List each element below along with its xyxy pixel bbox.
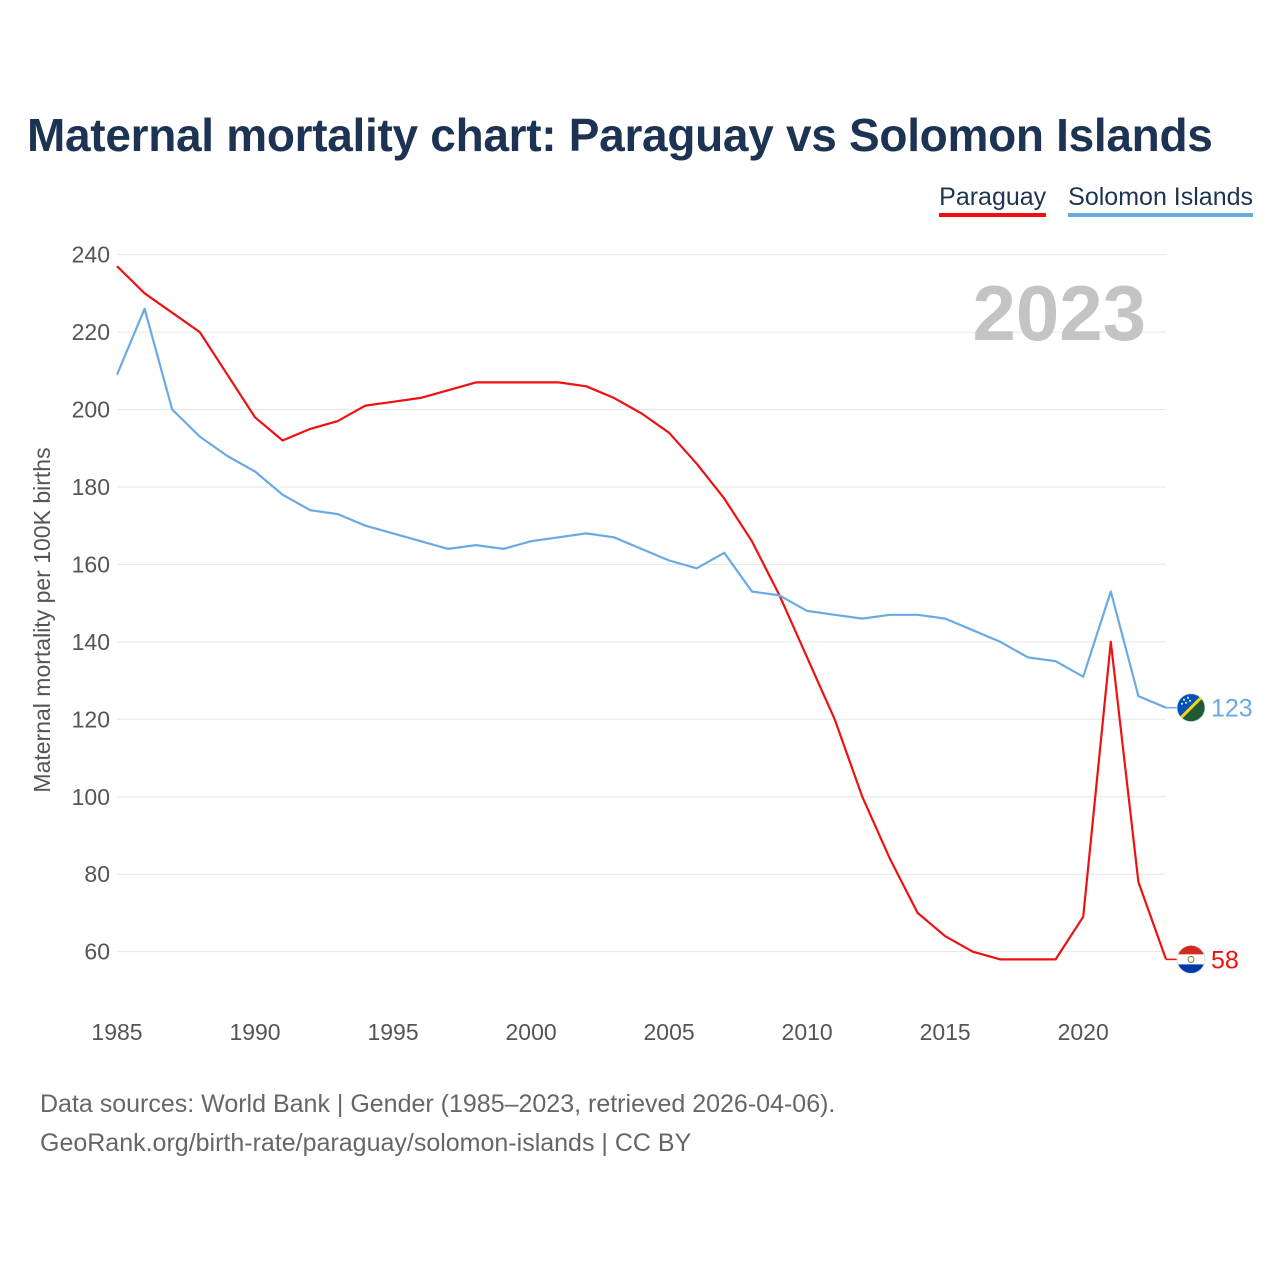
- year-label: 2023: [972, 269, 1146, 357]
- paraguay-flag-icon: [1176, 945, 1206, 974]
- y-tick-label: 220: [72, 319, 110, 345]
- y-axis-ticks: 60 80 100 120 140 160 180 200 220 240: [72, 242, 110, 965]
- source-note: Data sources: World Bank | Gender (1985–…: [40, 1085, 835, 1163]
- end-value-label: 58: [1211, 946, 1239, 974]
- x-tick-label: 2005: [644, 1019, 695, 1045]
- y-tick-label: 80: [84, 861, 110, 887]
- y-axis-label: Maternal mortality per 100K births: [29, 447, 55, 792]
- chart-title: Maternal mortality chart: Paraguay vs So…: [27, 109, 1213, 161]
- source-line-1: Data sources: World Bank | Gender (1985–…: [40, 1090, 836, 1118]
- y-tick-label: 60: [84, 939, 110, 965]
- series-lines: [115, 265, 1168, 961]
- y-tick-label: 100: [72, 784, 110, 810]
- source-line-2[interactable]: GeoRank.org/birth-rate/paraguay/solomon-…: [40, 1129, 692, 1157]
- legend-item-paraguay[interactable]: Paraguay: [939, 183, 1047, 217]
- y-tick-label: 240: [72, 242, 110, 268]
- x-tick-label: 2020: [1058, 1019, 1109, 1045]
- series-line-solomon-islands[interactable]: [115, 307, 1167, 709]
- x-tick-label: 1990: [229, 1019, 280, 1045]
- legend-item-solomon-islands[interactable]: Solomon Islands: [1068, 183, 1253, 217]
- x-axis-ticks: 1985 1990 1995 2000 2005 2010 2015 2020: [91, 1019, 1108, 1045]
- series-line-paraguay[interactable]: [116, 265, 1168, 961]
- x-tick-label: 1985: [91, 1019, 142, 1045]
- solomon-islands-flag-icon: [1176, 693, 1206, 723]
- y-tick-label: 180: [72, 474, 110, 500]
- y-tick-label: 200: [72, 397, 110, 423]
- x-tick-label: 2000: [505, 1019, 556, 1045]
- y-tick-label: 140: [72, 629, 110, 655]
- end-value-label: 123: [1211, 695, 1253, 723]
- gridlines: [117, 254, 1166, 953]
- x-tick-label: 2015: [920, 1019, 971, 1045]
- y-tick-label: 160: [72, 551, 110, 577]
- x-tick-label: 1995: [367, 1019, 418, 1045]
- y-tick-label: 120: [72, 706, 110, 732]
- end-flags: 58 123: [1166, 693, 1253, 974]
- x-tick-label: 2010: [782, 1019, 833, 1045]
- legend: Paraguay Solomon Islands: [939, 183, 1253, 217]
